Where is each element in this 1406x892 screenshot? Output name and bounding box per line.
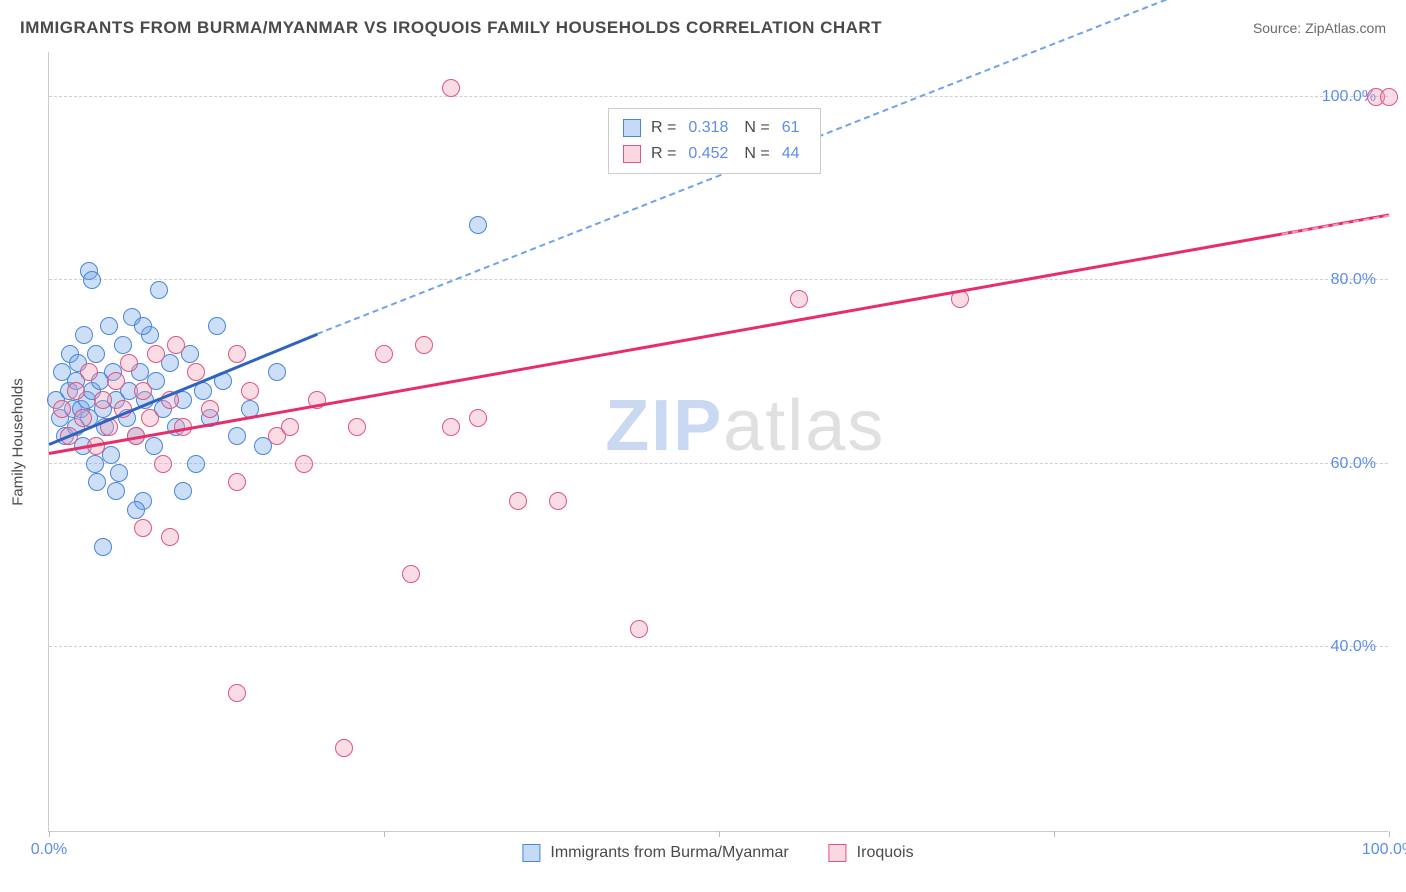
scatter-point: [83, 271, 101, 289]
legend-stats: R = 0.318 N = 61 R = 0.452 N = 44: [608, 108, 821, 174]
x-tick-label: 100.0%: [1362, 841, 1406, 859]
scatter-point: [145, 437, 163, 455]
scatter-point: [154, 455, 172, 473]
watermark: ZIPatlas: [605, 385, 885, 467]
watermark-atlas: atlas: [723, 386, 885, 466]
scatter-point: [100, 317, 118, 335]
scatter-point: [415, 336, 433, 354]
chart-title: IMMIGRANTS FROM BURMA/MYANMAR VS IROQUOI…: [20, 18, 882, 38]
scatter-point: [150, 281, 168, 299]
scatter-point: [268, 363, 286, 381]
scatter-point: [127, 501, 145, 519]
scatter-point: [375, 345, 393, 363]
n-value: 44: [782, 141, 800, 167]
r-value: 0.452: [688, 141, 728, 167]
scatter-point: [1380, 88, 1398, 106]
scatter-point: [208, 317, 226, 335]
scatter-point: [134, 382, 152, 400]
trend-line: [49, 214, 1389, 455]
x-tick-label: 0.0%: [31, 841, 67, 859]
trend-line-dash: [1282, 214, 1390, 234]
legend-series: Immigrants from Burma/Myanmar Iroquois: [522, 844, 913, 862]
scatter-point: [241, 382, 259, 400]
scatter-point: [228, 473, 246, 491]
scatter-point: [295, 455, 313, 473]
scatter-point: [228, 345, 246, 363]
legend-swatch: [623, 119, 641, 137]
r-label: R =: [651, 115, 676, 141]
scatter-point: [167, 336, 185, 354]
title-bar: IMMIGRANTS FROM BURMA/MYANMAR VS IROQUOI…: [20, 18, 1386, 38]
scatter-point: [67, 382, 85, 400]
n-value: 61: [782, 115, 800, 141]
scatter-point: [107, 482, 125, 500]
r-value: 0.318: [688, 115, 728, 141]
legend-swatch: [522, 844, 540, 862]
legend-stats-row: R = 0.452 N = 44: [623, 141, 806, 167]
scatter-point: [80, 363, 98, 381]
scatter-point: [228, 684, 246, 702]
gridline-h: [49, 96, 1388, 97]
scatter-point: [630, 620, 648, 638]
scatter-point: [94, 391, 112, 409]
scatter-point: [281, 418, 299, 436]
scatter-point: [509, 492, 527, 510]
y-tick-label: 40.0%: [1331, 638, 1376, 656]
r-label: R =: [651, 141, 676, 167]
scatter-point: [75, 326, 93, 344]
scatter-point: [114, 336, 132, 354]
x-tick: [49, 831, 50, 837]
y-tick-label: 60.0%: [1331, 455, 1376, 473]
scatter-point: [549, 492, 567, 510]
scatter-point: [94, 538, 112, 556]
scatter-point: [110, 464, 128, 482]
legend-series-item: Immigrants from Burma/Myanmar: [522, 844, 788, 862]
gridline-h: [49, 646, 1388, 647]
scatter-point: [74, 409, 92, 427]
scatter-point: [161, 528, 179, 546]
legend-series-label: Iroquois: [857, 844, 914, 862]
watermark-zip: ZIP: [605, 386, 723, 466]
scatter-point: [86, 455, 104, 473]
scatter-point: [402, 565, 420, 583]
x-tick: [1054, 831, 1055, 837]
scatter-point: [335, 739, 353, 757]
x-tick: [719, 831, 720, 837]
trend-line-dash: [317, 0, 1390, 335]
scatter-point: [348, 418, 366, 436]
legend-stats-row: R = 0.318 N = 61: [623, 115, 806, 141]
scatter-point: [442, 79, 460, 97]
legend-series-item: Iroquois: [829, 844, 914, 862]
legend-series-label: Immigrants from Burma/Myanmar: [550, 844, 788, 862]
scatter-point: [134, 519, 152, 537]
scatter-point: [147, 345, 165, 363]
n-label: N =: [744, 141, 769, 167]
x-tick: [384, 831, 385, 837]
scatter-point: [187, 455, 205, 473]
legend-swatch: [829, 844, 847, 862]
scatter-point: [88, 473, 106, 491]
scatter-point: [107, 372, 125, 390]
plot-container: Family Households ZIPatlas 40.0%60.0%80.…: [48, 52, 1388, 832]
scatter-point: [87, 345, 105, 363]
y-tick-label: 80.0%: [1331, 271, 1376, 289]
scatter-point: [442, 418, 460, 436]
scatter-point: [53, 400, 71, 418]
source-label: Source: ZipAtlas.com: [1253, 20, 1386, 36]
x-tick: [1389, 831, 1390, 837]
scatter-point: [228, 427, 246, 445]
scatter-point: [469, 409, 487, 427]
scatter-point: [134, 317, 152, 335]
legend-swatch: [623, 145, 641, 163]
y-axis-label: Family Households: [10, 378, 27, 506]
scatter-point: [469, 216, 487, 234]
scatter-point: [201, 400, 219, 418]
scatter-point: [120, 354, 138, 372]
scatter-point: [174, 482, 192, 500]
gridline-h: [49, 279, 1388, 280]
gridline-h: [49, 463, 1388, 464]
scatter-point: [141, 409, 159, 427]
n-label: N =: [744, 115, 769, 141]
scatter-point: [790, 290, 808, 308]
